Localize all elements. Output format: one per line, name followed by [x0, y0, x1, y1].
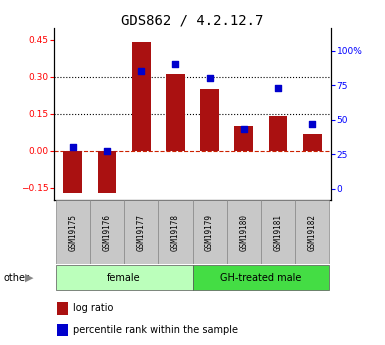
- Bar: [234, 126, 253, 151]
- Point: [206, 76, 213, 81]
- Text: GSM19181: GSM19181: [274, 214, 283, 250]
- Text: log ratio: log ratio: [73, 303, 114, 313]
- Bar: [269, 116, 288, 151]
- Point: [104, 149, 110, 154]
- Text: GSM19179: GSM19179: [205, 214, 214, 250]
- Text: GSM19175: GSM19175: [68, 214, 77, 250]
- Bar: [57, 302, 68, 315]
- Bar: [158, 200, 192, 264]
- Bar: [90, 200, 124, 264]
- Bar: [192, 265, 330, 290]
- Bar: [261, 200, 295, 264]
- Bar: [97, 151, 116, 193]
- Bar: [227, 200, 261, 264]
- Text: percentile rank within the sample: percentile rank within the sample: [73, 325, 238, 335]
- Bar: [55, 200, 90, 264]
- Bar: [295, 200, 330, 264]
- Point: [275, 85, 281, 91]
- Text: GSM19176: GSM19176: [102, 214, 111, 250]
- Bar: [124, 200, 158, 264]
- Text: GH-treated male: GH-treated male: [220, 273, 301, 283]
- Bar: [132, 42, 151, 151]
- Point: [138, 69, 144, 74]
- Text: ▶: ▶: [25, 273, 33, 283]
- Text: female: female: [107, 273, 141, 283]
- Text: other: other: [4, 273, 30, 283]
- Bar: [200, 89, 219, 151]
- Text: GDS862 / 4.2.12.7: GDS862 / 4.2.12.7: [121, 14, 264, 28]
- Bar: [55, 265, 192, 290]
- Bar: [303, 134, 322, 151]
- Bar: [63, 151, 82, 193]
- Point: [309, 121, 315, 127]
- Text: GSM19180: GSM19180: [239, 214, 248, 250]
- Point: [172, 62, 179, 67]
- Bar: [57, 324, 68, 336]
- Text: GSM19177: GSM19177: [137, 214, 146, 250]
- Point: [241, 127, 247, 132]
- Text: GSM19182: GSM19182: [308, 214, 317, 250]
- Bar: [166, 75, 185, 151]
- Point: [70, 145, 76, 150]
- Bar: [192, 200, 227, 264]
- Text: GSM19178: GSM19178: [171, 214, 180, 250]
